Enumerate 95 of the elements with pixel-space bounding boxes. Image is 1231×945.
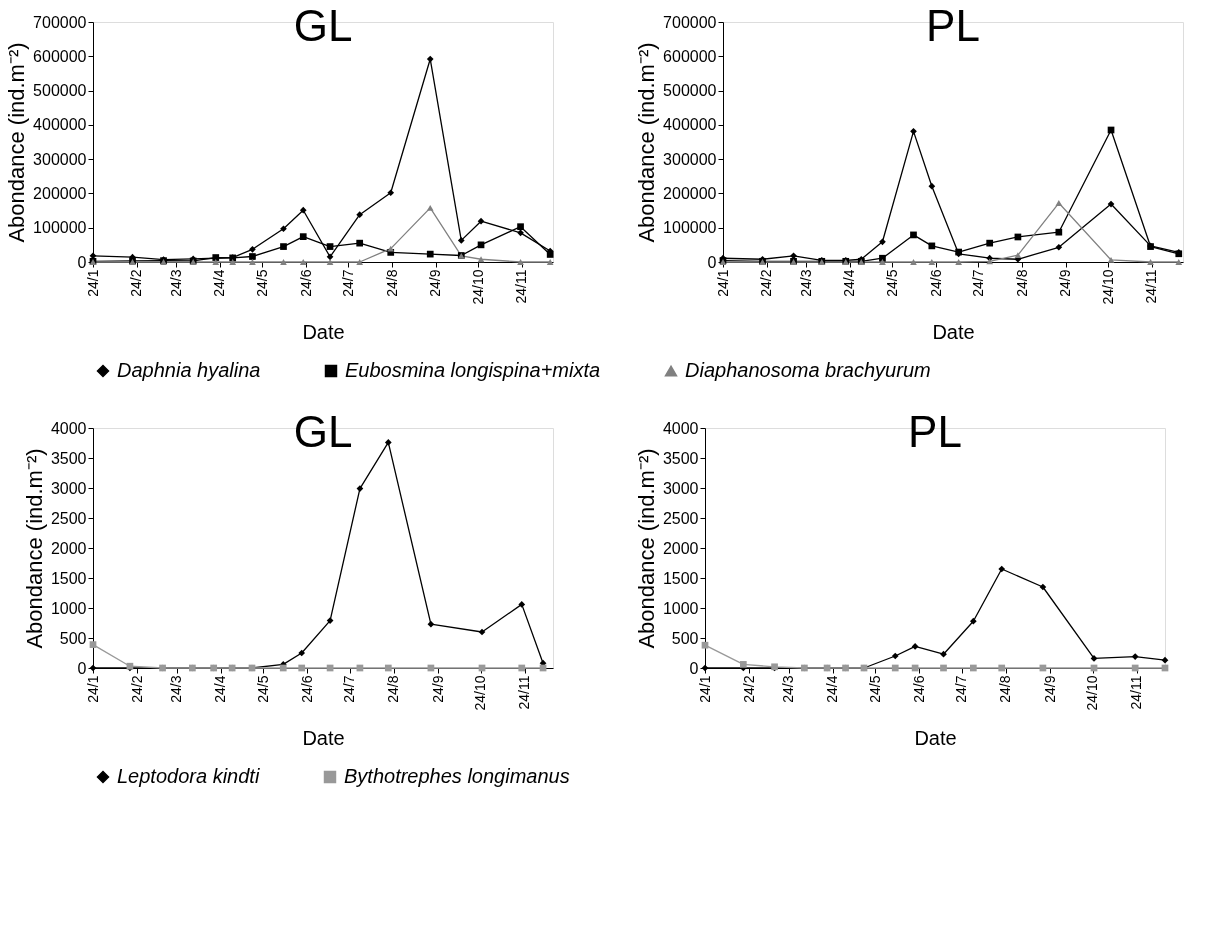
x-tick-label: 24/8	[385, 675, 402, 703]
x-tick-label: 24/1	[696, 675, 713, 703]
x-tick-label: 24/1	[84, 269, 101, 297]
y-tick-label: 100000	[663, 219, 717, 237]
y-axis-title: Abondance (ind.m⁻²)	[634, 42, 660, 243]
y-tick-label: 2500	[50, 509, 87, 527]
chart-title: GL	[293, 407, 353, 456]
y-tick-label: 400000	[663, 116, 717, 134]
x-tick-label: 24/9	[427, 269, 444, 297]
y-tick-label: 0	[689, 659, 699, 677]
y-tick-label: 2000	[662, 539, 699, 557]
x-tick-label: 24/11	[513, 269, 530, 304]
y-axis-title: Abondance (ind.m⁻²)	[21, 448, 47, 649]
y-tick-label: 500000	[33, 82, 87, 100]
y-axis-title: Abondance (ind.m⁻²)	[4, 42, 30, 243]
y-tick-label: 3000	[662, 479, 699, 497]
x-tick-label: 24/3	[167, 269, 184, 297]
chart-title: GL	[293, 1, 353, 50]
x-tick-label: 24/7	[969, 269, 986, 297]
x-tick-label: 24/10	[1099, 269, 1116, 305]
x-tick-label: 24/7	[341, 675, 358, 703]
x-tick-label: 24/1	[714, 269, 731, 297]
chart-title: PL	[908, 407, 962, 456]
x-tick-label: 24/10	[469, 269, 486, 305]
y-tick-label: 200000	[663, 184, 717, 202]
y-tick-label: 200000	[33, 184, 87, 202]
x-tick-label: 24/6	[927, 269, 944, 297]
chart-title: PL	[926, 1, 980, 50]
y-tick-label: 600000	[663, 47, 717, 65]
legend-label: Leptodora kindti	[117, 765, 260, 787]
x-tick-label: 24/11	[516, 675, 533, 710]
y-tick-label: 400000	[33, 116, 87, 134]
x-tick-label: 24/6	[297, 269, 314, 297]
x-tick-label: 24/11	[1128, 675, 1145, 710]
legend-label: Bythotrephes longimanus	[344, 765, 570, 787]
x-tick-label: 24/7	[953, 675, 970, 703]
y-tick-label: 1000	[50, 599, 87, 617]
y-tick-label: 3000	[50, 479, 87, 497]
y-tick-label: 600000	[33, 47, 87, 65]
x-tick-label: 24/10	[1084, 675, 1101, 711]
x-tick-label: 24/5	[866, 675, 883, 703]
x-tick-label: 24/2	[128, 675, 145, 703]
x-tick-label: 24/9	[1041, 675, 1058, 703]
x-tick-label: 24/8	[383, 269, 400, 297]
x-tick-label: 24/6	[910, 675, 927, 703]
y-tick-label: 500	[671, 629, 699, 647]
x-tick-label: 24/9	[1057, 269, 1074, 297]
legend-label: Daphnia hyalina	[117, 359, 261, 381]
x-tick-label: 24/3	[780, 675, 797, 703]
y-tick-label: 2000	[50, 539, 87, 557]
y-tick-label: 4000	[662, 419, 699, 437]
y-tick-label: 300000	[33, 150, 87, 168]
y-tick-label: 1500	[662, 569, 699, 587]
x-tick-label: 24/7	[339, 269, 356, 297]
y-tick-label: 3500	[50, 449, 87, 467]
y-tick-label: 700000	[663, 13, 717, 31]
y-tick-label: 0	[707, 253, 717, 271]
x-tick-label: 24/10	[472, 675, 489, 711]
y-tick-label: 3500	[662, 449, 699, 467]
y-tick-label: 300000	[663, 150, 717, 168]
y-axis-title: Abondance (ind.m⁻²)	[633, 448, 659, 649]
y-tick-label: 100000	[33, 219, 87, 237]
x-tick-label: 24/6	[298, 675, 315, 703]
y-tick-label: 0	[77, 253, 87, 271]
x-tick-label: 24/4	[212, 675, 229, 703]
x-tick-label: 24/3	[168, 675, 185, 703]
y-tick-label: 1000	[662, 599, 699, 617]
y-tick-label: 0	[77, 659, 87, 677]
x-tick-label: 24/9	[429, 675, 446, 703]
legend-label: Eubosmina longispina+mixta	[345, 359, 601, 381]
y-tick-label: 2500	[662, 509, 699, 527]
y-tick-label: 1500	[50, 569, 87, 587]
y-tick-label: 500000	[663, 82, 717, 100]
x-tick-label: 24/4	[211, 269, 228, 297]
x-tick-label: 24/5	[253, 269, 270, 297]
y-tick-label: 700000	[33, 13, 87, 31]
x-tick-label: 24/2	[740, 675, 757, 703]
x-axis-title: Date	[302, 726, 345, 749]
x-axis-title: Date	[302, 320, 345, 343]
x-tick-label: 24/1	[84, 675, 101, 703]
x-tick-label: 24/8	[997, 675, 1014, 703]
x-tick-label: 24/3	[797, 269, 814, 297]
x-tick-label: 24/11	[1143, 269, 1160, 304]
x-tick-label: 24/5	[254, 675, 271, 703]
y-tick-label: 500	[59, 629, 87, 647]
x-tick-label: 24/4	[824, 675, 841, 703]
x-tick-label: 24/5	[883, 269, 900, 297]
x-axis-title: Date	[932, 320, 975, 343]
x-tick-label: 24/8	[1013, 269, 1030, 297]
x-tick-label: 24/2	[128, 269, 145, 297]
x-axis-title: Date	[914, 726, 957, 749]
x-tick-label: 24/2	[758, 269, 775, 297]
legend-label: Diaphanosoma brachyurum	[685, 359, 931, 381]
x-tick-label: 24/4	[841, 269, 858, 297]
y-tick-label: 4000	[50, 419, 87, 437]
